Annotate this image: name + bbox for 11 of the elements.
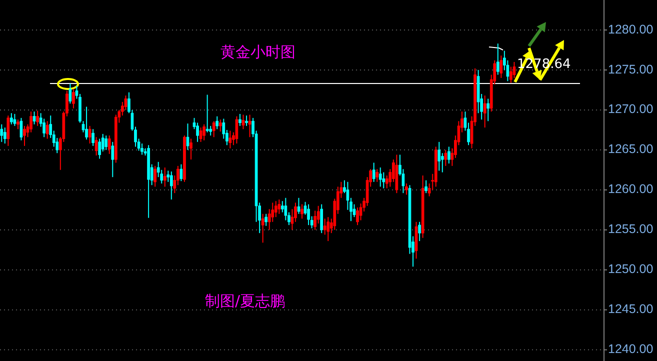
y-tick-label: 1250.00 [608,262,654,276]
y-tick-label: 1240.00 [608,342,654,356]
y-tick-label: 1270.00 [608,102,654,116]
y-tick-label: 1280.00 [608,22,654,36]
y-tick-label: 1245.00 [608,302,654,316]
annotation: 制图/夏志鹏 [204,292,286,310]
y-tick-label: 1260.00 [608,182,654,196]
text: 黄金小时图 [220,43,296,61]
y-tick-label: 1265.00 [608,142,654,156]
y-tick-label: 1275.00 [608,62,654,76]
y-tick-label: 1255.00 [608,222,654,236]
